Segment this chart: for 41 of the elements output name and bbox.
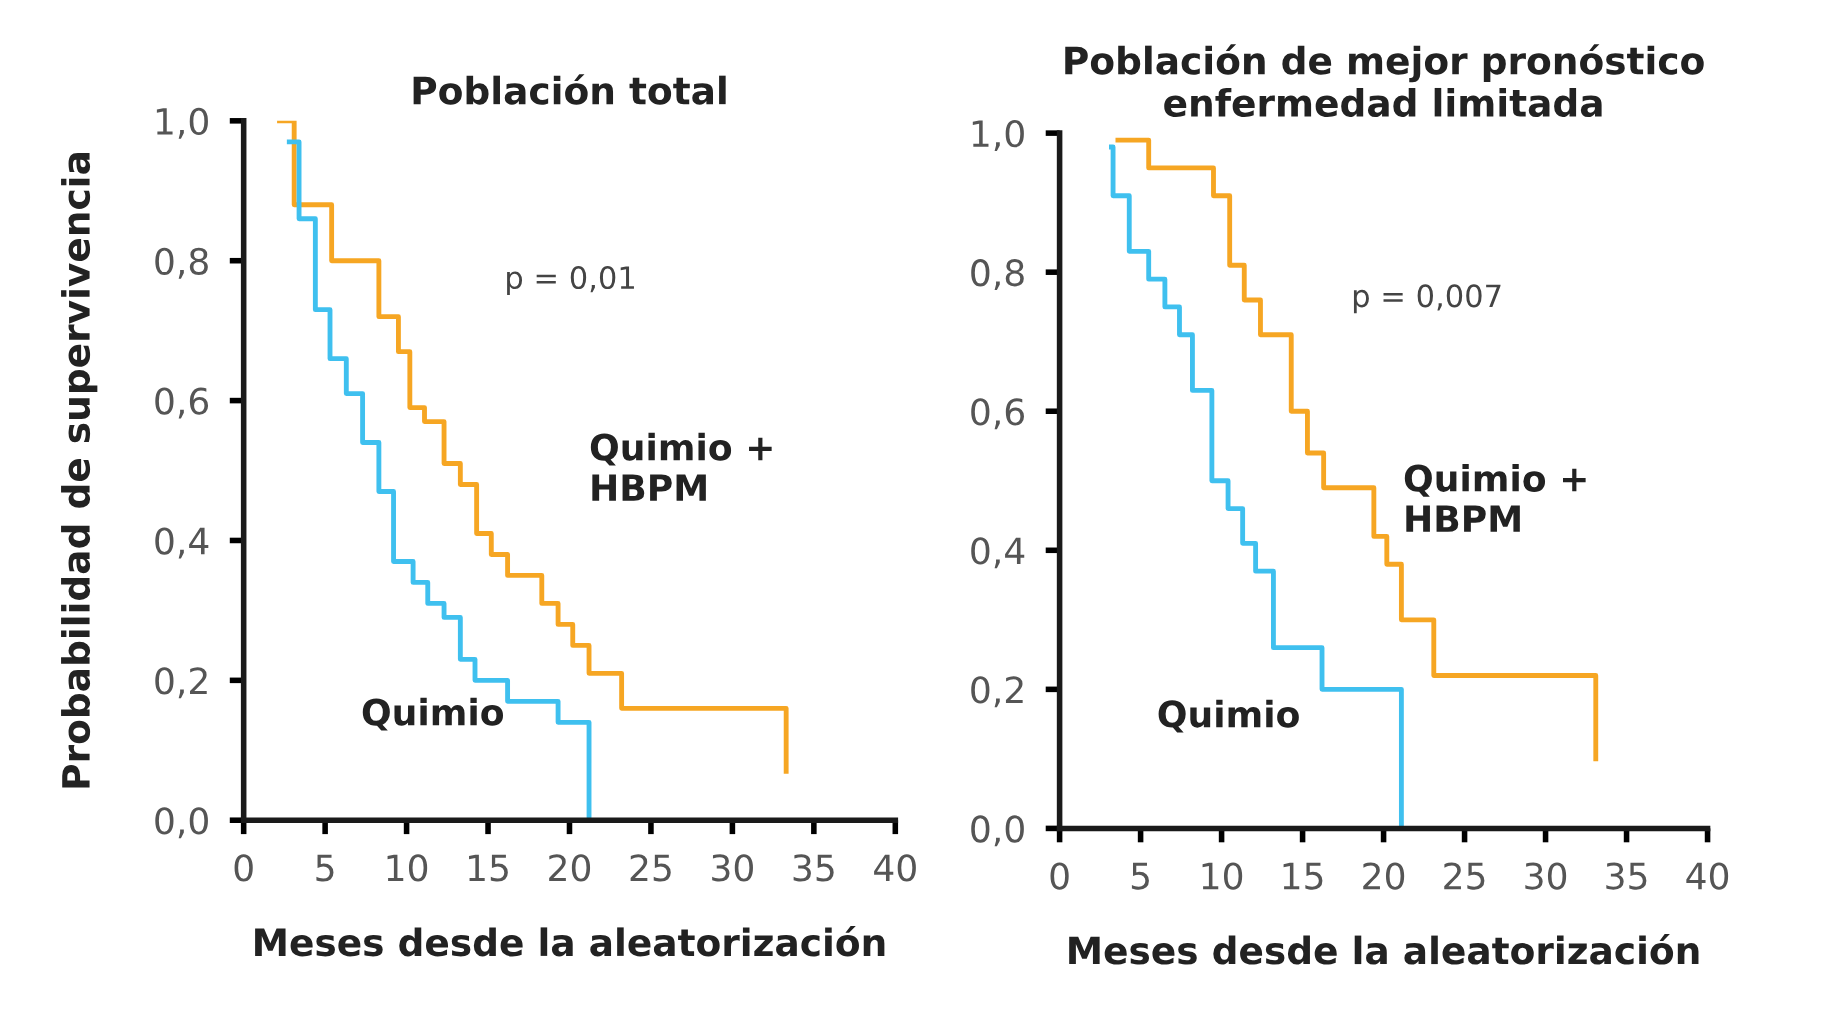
x-tick-label: 35: [793, 854, 834, 882]
y-tick-label: 0,0: [971, 815, 1024, 847]
x-axis-title: Meses desde la aleatorización: [255, 925, 885, 957]
x-tick-label: 30: [712, 854, 753, 882]
x-tick-label: 15: [1283, 862, 1323, 890]
y-tick-label: 0,6: [155, 387, 209, 419]
series-label: Quimio: [1158, 699, 1299, 733]
y-tick-label: 0,6: [971, 398, 1024, 430]
annotation: p = 0,01: [507, 266, 634, 296]
x-tick-label: 5: [316, 854, 334, 882]
x-tick-label: 25: [630, 854, 671, 882]
y-tick-label: 0,4: [155, 527, 209, 559]
y-tick-label: 0,8: [971, 259, 1024, 291]
y-tick-label: 0,2: [971, 676, 1023, 708]
x-tick-label: 10: [1202, 862, 1243, 890]
y-tick-label: 1,0: [156, 107, 208, 139]
series-label: Quimio: [362, 697, 504, 731]
x-tick-label: 5: [1131, 862, 1149, 890]
series-label: Quimio + HBPM: [1404, 463, 1586, 532]
y-tick-label: 0,0: [155, 807, 208, 839]
chart-title: Población de mejor pronóstico enfermedad limitada: [1065, 44, 1704, 117]
x-tick-label: 0: [1050, 862, 1069, 890]
x-tick-label: 15: [469, 854, 508, 882]
y-tick-label: 0,8: [155, 247, 208, 279]
x-tick-label: 35: [1606, 862, 1647, 890]
x-tick-label: 30: [1525, 862, 1567, 890]
x-tick-label: 10: [387, 854, 428, 882]
chart-title: Población total: [413, 74, 726, 105]
y-tick-label: 0,4: [971, 537, 1025, 569]
x-tick-label: 20: [1363, 862, 1405, 890]
x-tick-label: 40: [874, 854, 916, 882]
annotation: p = 0,007: [1353, 284, 1501, 314]
text: Quimio + HBPM: [590, 432, 772, 501]
y-tick-label: 0,2: [155, 667, 207, 699]
x-tick-label: 20: [549, 854, 591, 882]
x-tick-label: 25: [1444, 862, 1485, 890]
y-axis-title: Probabilidad de supervivencia: [61, 153, 98, 788]
x-tick-label: 40: [1686, 862, 1729, 890]
x-tick-label: 0: [234, 854, 253, 882]
y-tick-label: 1,0: [972, 120, 1024, 152]
x-axis-title: Meses desde la aleatorización: [1069, 934, 1699, 965]
